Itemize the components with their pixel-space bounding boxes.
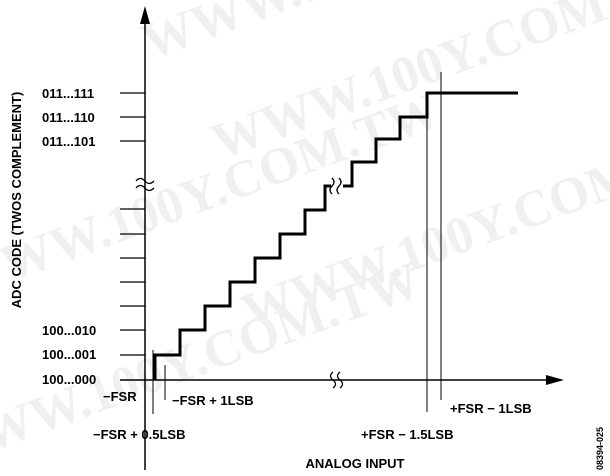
x-axis-break-mark: [329, 371, 344, 389]
y-ticks: [120, 92, 145, 356]
code-label-011-111: 011...111: [42, 86, 94, 101]
figure-id: 08394-025: [595, 427, 605, 470]
code-label-100-000: 100...000: [42, 372, 96, 387]
y-axis-title: ADC CODE (TWOS COMPLEMENT): [9, 92, 24, 309]
staircase-break-mark: [329, 177, 342, 195]
x-axis-title: ANALOG INPUT: [306, 456, 405, 471]
annotation-neg-fsr: −FSR: [103, 389, 137, 404]
staircase-upper: [343, 91, 518, 188]
watermark-5: WWW.100Y.COM.TW: [0, 252, 428, 476]
reference-lines: [152, 72, 442, 414]
annotation-pos-fsr-1lsb: +FSR − 1LSB: [450, 401, 532, 416]
annotation-neg-fsr-half-lsb: −FSR + 0.5LSB: [93, 427, 185, 442]
code-label-100-001: 100...001: [42, 347, 96, 362]
code-label-100-010: 100...010: [42, 323, 96, 338]
x-axis-arrowhead: [546, 375, 564, 385]
staircase-lower: [153, 184, 331, 380]
code-label-011-110: 011...110: [42, 110, 95, 125]
y-axis-arrowhead: [140, 6, 150, 24]
annotation-pos-fsr-1-5lsb: +FSR − 1.5LSB: [361, 427, 453, 442]
code-label-011-101: 011...101: [42, 134, 96, 149]
annotation-neg-fsr-1lsb: −FSR + 1LSB: [172, 393, 254, 408]
y-code-labels: 011...111 011...110 011...101 100...010 …: [42, 86, 96, 387]
y-axis-break-mark: [135, 177, 155, 192]
